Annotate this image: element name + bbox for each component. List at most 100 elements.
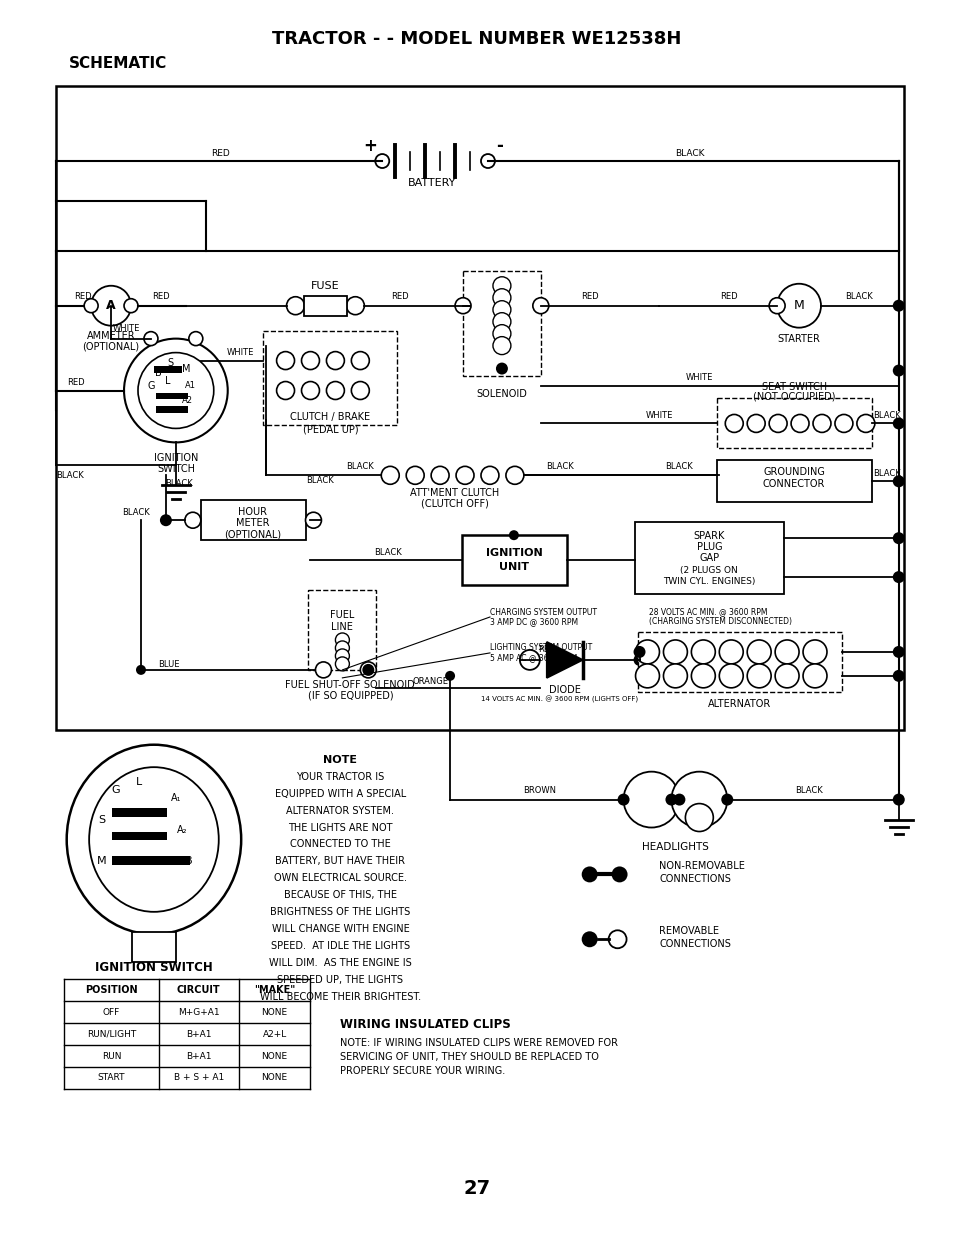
- Circle shape: [834, 415, 852, 432]
- Text: BLACK: BLACK: [374, 547, 402, 557]
- Text: LIGHTING SYSTEM OUTPUT: LIGHTING SYSTEM OUTPUT: [490, 643, 592, 652]
- Text: FUEL SHUT-OFF SOLENOID: FUEL SHUT-OFF SOLENOID: [285, 679, 415, 690]
- Circle shape: [775, 664, 799, 688]
- Text: ATT'MENT CLUTCH: ATT'MENT CLUTCH: [410, 488, 499, 498]
- Text: B: B: [185, 856, 193, 867]
- Circle shape: [160, 514, 172, 526]
- Circle shape: [431, 467, 449, 484]
- Circle shape: [351, 352, 369, 369]
- Text: RED: RED: [391, 293, 409, 301]
- Bar: [153, 366, 182, 373]
- Circle shape: [346, 296, 364, 315]
- Text: RED: RED: [68, 378, 85, 387]
- Text: +: +: [363, 137, 376, 156]
- Circle shape: [673, 794, 684, 805]
- Text: LINE: LINE: [331, 622, 353, 632]
- Text: A2: A2: [182, 396, 193, 405]
- Text: SCHEMATIC: SCHEMATIC: [70, 56, 168, 70]
- Text: A₁: A₁: [171, 793, 181, 803]
- Text: (2 PLUGS ON: (2 PLUGS ON: [679, 566, 738, 574]
- Text: YOUR TRACTOR IS: YOUR TRACTOR IS: [296, 772, 384, 782]
- Circle shape: [286, 296, 304, 315]
- Bar: [461, 535, 566, 585]
- Circle shape: [790, 415, 808, 432]
- Text: NONE: NONE: [261, 1073, 288, 1082]
- Circle shape: [480, 467, 498, 484]
- Text: SPEED.  AT IDLE THE LIGHTS: SPEED. AT IDLE THE LIGHTS: [271, 941, 410, 951]
- Text: CONNECTIONS: CONNECTIONS: [659, 940, 731, 950]
- Text: (PEDAL UP): (PEDAL UP): [302, 425, 358, 435]
- Circle shape: [691, 640, 715, 664]
- Bar: [112, 808, 167, 816]
- Circle shape: [375, 154, 389, 168]
- Circle shape: [802, 664, 826, 688]
- Circle shape: [493, 277, 511, 295]
- Circle shape: [802, 640, 826, 664]
- Text: SEAT SWITCH: SEAT SWITCH: [760, 382, 825, 391]
- Circle shape: [768, 415, 786, 432]
- Circle shape: [136, 664, 146, 674]
- Text: NOTE: IF WIRING INSULATED CLIPS WERE REMOVED FOR: NOTE: IF WIRING INSULATED CLIPS WERE REM…: [340, 1039, 618, 1049]
- Text: ORANGE: ORANGE: [412, 677, 448, 687]
- Circle shape: [777, 284, 821, 327]
- Circle shape: [617, 794, 629, 805]
- Text: IGNITION: IGNITION: [153, 453, 198, 463]
- Circle shape: [360, 662, 375, 678]
- Text: EQUIPPED WITH A SPECIAL: EQUIPPED WITH A SPECIAL: [274, 789, 406, 799]
- Circle shape: [480, 154, 495, 168]
- Text: M: M: [793, 299, 803, 312]
- Circle shape: [724, 415, 742, 432]
- Circle shape: [362, 664, 374, 676]
- Text: L: L: [135, 777, 142, 787]
- Bar: [262, 331, 396, 425]
- Circle shape: [775, 640, 799, 664]
- Circle shape: [91, 285, 131, 326]
- Circle shape: [719, 664, 742, 688]
- Circle shape: [611, 867, 627, 882]
- Text: RED: RED: [152, 293, 170, 301]
- Text: WHITE: WHITE: [685, 373, 712, 382]
- Circle shape: [189, 332, 203, 346]
- Text: IGNITION: IGNITION: [485, 548, 541, 558]
- Text: METER: METER: [235, 519, 269, 529]
- Bar: [155, 406, 188, 414]
- Circle shape: [635, 640, 659, 664]
- Text: WHITE: WHITE: [112, 324, 139, 333]
- Circle shape: [455, 298, 471, 314]
- Text: A2+L: A2+L: [262, 1030, 287, 1039]
- Text: FUSE: FUSE: [311, 280, 339, 290]
- Circle shape: [746, 415, 764, 432]
- Bar: [155, 393, 188, 399]
- Circle shape: [768, 298, 784, 314]
- Text: THE LIGHTS ARE NOT: THE LIGHTS ARE NOT: [288, 823, 393, 832]
- Text: BLACK: BLACK: [872, 469, 900, 478]
- Circle shape: [326, 382, 344, 399]
- Circle shape: [633, 646, 645, 658]
- Circle shape: [581, 867, 597, 882]
- Bar: [200, 500, 305, 540]
- Text: UNIT: UNIT: [498, 562, 528, 572]
- Circle shape: [662, 664, 687, 688]
- Text: BLACK: BLACK: [872, 411, 900, 420]
- Text: B: B: [154, 368, 161, 378]
- Text: RED: RED: [720, 293, 738, 301]
- Bar: [717, 399, 871, 448]
- Circle shape: [84, 299, 98, 312]
- Circle shape: [892, 364, 903, 377]
- Text: (CLUTCH OFF): (CLUTCH OFF): [420, 498, 489, 509]
- Text: 14 VOLTS AC MIN. @ 3600 RPM (LIGHTS OFF): 14 VOLTS AC MIN. @ 3600 RPM (LIGHTS OFF): [480, 697, 638, 704]
- Circle shape: [381, 467, 398, 484]
- Text: NON-REMOVABLE: NON-REMOVABLE: [659, 862, 744, 872]
- Text: S: S: [98, 815, 106, 825]
- Circle shape: [335, 657, 349, 671]
- Text: 27: 27: [463, 1179, 490, 1198]
- Text: CONNECTIONS: CONNECTIONS: [659, 874, 731, 884]
- Text: BLACK: BLACK: [165, 479, 193, 488]
- Text: BLACK: BLACK: [794, 787, 822, 795]
- Text: SPEEDED UP, THE LIGHTS: SPEEDED UP, THE LIGHTS: [277, 976, 403, 986]
- Text: (OPTIONAL): (OPTIONAL): [82, 342, 139, 352]
- Circle shape: [505, 467, 523, 484]
- Text: CHARGING SYSTEM OUTPUT: CHARGING SYSTEM OUTPUT: [490, 608, 597, 616]
- Text: TWIN CYL. ENGINES): TWIN CYL. ENGINES): [662, 577, 755, 585]
- Circle shape: [493, 300, 511, 319]
